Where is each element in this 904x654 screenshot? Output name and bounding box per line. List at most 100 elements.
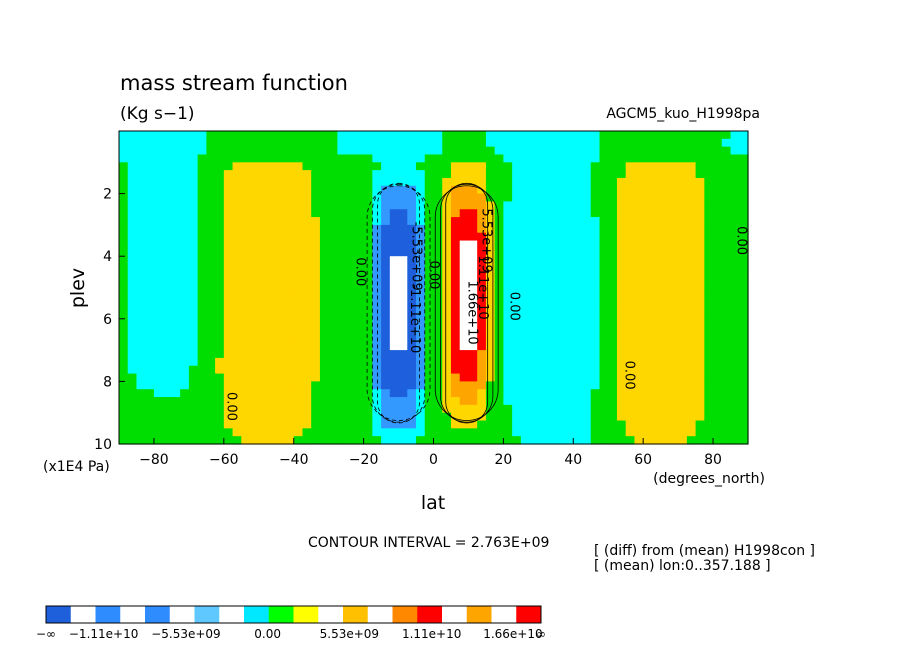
field-cell	[573, 279, 583, 289]
field-cell	[529, 412, 539, 422]
field-cell	[171, 420, 181, 429]
field-cell	[529, 177, 539, 187]
field-cell	[328, 342, 339, 351]
field-cell	[416, 279, 426, 289]
field-cell	[678, 287, 688, 296]
field-cell	[730, 264, 740, 273]
field-cell	[564, 131, 574, 140]
field-cell	[424, 170, 435, 179]
field-cell	[450, 240, 461, 249]
field-cell	[739, 193, 749, 203]
field-cell	[713, 240, 723, 249]
field-cell	[407, 350, 417, 359]
field-cell	[293, 334, 304, 343]
field-cell	[241, 185, 251, 195]
field-cell	[538, 154, 548, 163]
field-cell	[686, 154, 697, 163]
field-cell	[180, 240, 190, 249]
field-cell	[582, 170, 592, 179]
field-cell	[573, 248, 583, 257]
field-cell	[503, 350, 513, 359]
field-cell	[730, 381, 740, 390]
field-cell	[389, 310, 400, 320]
field-cell	[232, 342, 242, 351]
chart-title: mass stream function	[120, 71, 348, 95]
field-cell	[302, 420, 312, 429]
field-cell	[643, 326, 653, 336]
field-cell	[171, 295, 181, 304]
field-cell	[660, 264, 670, 273]
field-cell	[241, 436, 251, 445]
field-cell	[547, 240, 557, 249]
field-cell	[634, 146, 644, 156]
field-cell	[450, 428, 461, 437]
field-cell	[573, 177, 583, 187]
field-cell	[258, 248, 269, 257]
experiment-label: AGCM5_kuo_H1998pa	[606, 106, 760, 122]
field-cell	[678, 381, 688, 390]
field-cell	[555, 185, 566, 195]
field-cell	[582, 310, 592, 320]
field-cell	[547, 287, 557, 296]
field-cell	[276, 217, 286, 226]
field-cell	[433, 436, 443, 445]
field-cell	[180, 303, 190, 312]
field-cell	[494, 170, 504, 179]
field-cell	[293, 326, 304, 336]
field-cell	[468, 279, 478, 289]
field-cell	[223, 287, 234, 296]
field-cell	[538, 224, 548, 234]
field-cell	[512, 326, 522, 336]
field-cell	[625, 381, 636, 390]
field-cell	[555, 232, 566, 242]
field-cell	[730, 420, 740, 429]
field-cell	[206, 287, 216, 296]
field-cell	[372, 170, 382, 179]
colorbar-cell	[417, 606, 443, 623]
field-cell	[686, 420, 697, 429]
field-cell	[582, 436, 592, 445]
field-cell	[136, 318, 146, 328]
field-cell	[730, 248, 740, 257]
field-cell	[267, 318, 277, 328]
field-cell	[643, 232, 653, 242]
field-cell	[267, 271, 277, 281]
field-cell	[416, 428, 426, 437]
field-cell	[450, 342, 461, 351]
field-cell	[616, 248, 627, 257]
field-cell	[468, 404, 478, 414]
field-cell	[625, 138, 636, 148]
field-cell	[127, 193, 138, 203]
field-cell	[634, 287, 644, 296]
field-cell	[730, 131, 740, 140]
field-cell	[477, 201, 487, 210]
field-cell	[721, 428, 732, 437]
field-cell	[468, 334, 478, 343]
field-cell	[512, 389, 522, 398]
field-cell	[538, 436, 548, 445]
field-cell	[494, 248, 504, 257]
field-cell	[381, 271, 391, 281]
field-cell	[127, 224, 138, 234]
field-cell	[721, 232, 732, 242]
field-cell	[555, 271, 566, 281]
field-cell	[267, 264, 277, 273]
field-cell	[599, 318, 609, 328]
field-cell	[730, 170, 740, 179]
field-cell	[311, 310, 321, 320]
field-cell	[293, 420, 304, 429]
field-cell	[713, 310, 723, 320]
field-cell	[162, 350, 173, 359]
field-cell	[634, 201, 644, 210]
field-cell	[136, 240, 146, 249]
field-cell	[538, 326, 548, 336]
field-cell	[188, 154, 199, 163]
field-cell	[590, 248, 601, 257]
field-cell	[223, 279, 234, 289]
field-cell	[704, 131, 714, 140]
field-cell	[250, 373, 260, 382]
field-cell	[424, 256, 435, 265]
field-cell	[171, 217, 181, 226]
field-cell	[206, 271, 216, 281]
field-cell	[328, 248, 339, 257]
